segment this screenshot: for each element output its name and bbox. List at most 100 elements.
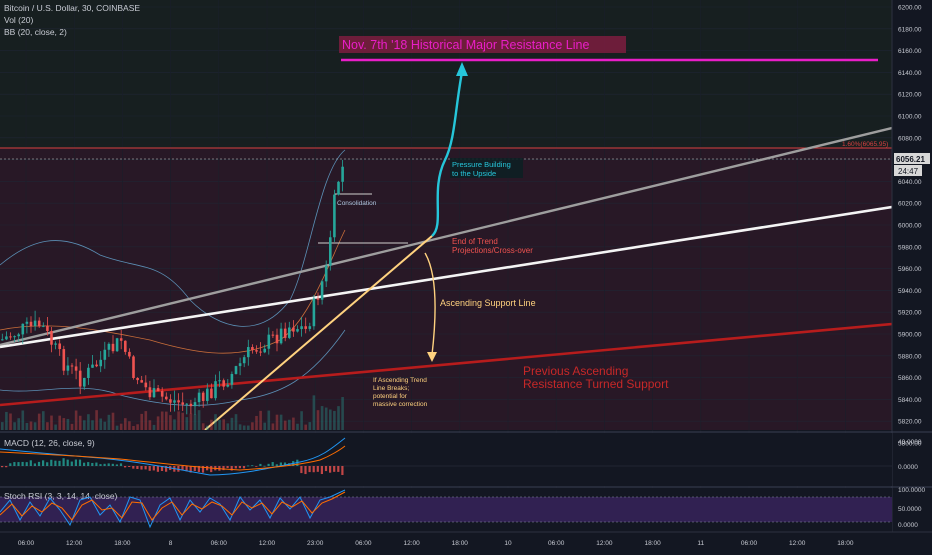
candle-body xyxy=(74,366,78,371)
macd-bar xyxy=(234,466,237,469)
pressure-label-2: to the Upside xyxy=(452,169,496,178)
headline-bg xyxy=(339,36,626,53)
price-tick: 6040.00 xyxy=(898,179,922,186)
macd-signal xyxy=(0,445,346,471)
candle-body xyxy=(242,357,246,364)
macd-bar xyxy=(91,462,94,466)
macd-bar xyxy=(25,462,28,466)
macd-bar xyxy=(70,461,73,466)
volume-bar xyxy=(37,413,41,430)
volume-bar xyxy=(283,420,287,430)
volume-bar xyxy=(251,422,254,430)
macd-bar xyxy=(42,460,45,466)
time-label: 11 xyxy=(697,540,704,547)
macd-bar xyxy=(1,466,4,468)
macd-bar xyxy=(156,466,159,472)
price-tick: 6000.00 xyxy=(898,223,922,230)
candle-body xyxy=(267,334,271,349)
macd-bar xyxy=(54,460,57,466)
volume-bar xyxy=(136,424,139,430)
volume-bar xyxy=(210,419,213,430)
volume-bar xyxy=(242,425,246,430)
macd-bar xyxy=(201,466,205,473)
macd-bar xyxy=(181,466,184,471)
macd-bar xyxy=(300,466,303,474)
if-breaks-label-1: If Ascending Trend xyxy=(373,377,427,384)
macd-bar xyxy=(308,466,311,473)
macd-bar xyxy=(193,466,196,471)
macd-bar xyxy=(144,466,147,470)
macd-bar xyxy=(177,466,180,472)
volume-bar xyxy=(25,422,29,430)
volume-bar xyxy=(21,410,25,430)
bollinger-lower xyxy=(0,329,346,406)
macd-bar xyxy=(259,463,262,466)
price-axis[interactable] xyxy=(892,0,932,532)
candle-body xyxy=(83,377,86,387)
candle-body xyxy=(165,396,168,400)
time-label: 12:00 xyxy=(259,540,276,547)
volume-bar xyxy=(87,414,90,430)
volume-bar xyxy=(304,424,307,430)
candle-body xyxy=(316,298,320,300)
price-tick: 5960.00 xyxy=(898,266,922,273)
stoch-k xyxy=(0,489,346,529)
candle-body xyxy=(312,298,316,327)
candle-body xyxy=(173,400,176,403)
candle-body xyxy=(91,364,94,368)
candle-body xyxy=(58,343,61,350)
price-tick: 5900.00 xyxy=(898,332,922,339)
volume-bar xyxy=(99,418,102,430)
macd-bar xyxy=(46,462,49,466)
macd-bar xyxy=(99,464,102,466)
candle-body xyxy=(275,334,279,344)
macd-bar xyxy=(58,460,61,466)
volume-bar xyxy=(197,410,201,430)
candle-body xyxy=(333,194,336,238)
candle-body xyxy=(234,366,238,374)
macd-bar xyxy=(9,463,12,466)
white-trend-line xyxy=(0,205,892,349)
time-label: 12:00 xyxy=(596,540,613,547)
candle-body xyxy=(66,365,70,371)
candle-body xyxy=(46,325,49,331)
volume-bar xyxy=(115,425,119,430)
candle-body xyxy=(42,325,45,327)
time-axis[interactable] xyxy=(0,533,932,550)
macd-bar xyxy=(115,464,118,466)
candle-body xyxy=(185,403,189,405)
candle-body xyxy=(136,377,139,381)
candle-body xyxy=(37,320,41,327)
macd-bar xyxy=(312,466,315,473)
headline-text: Nov. 7th '18 Historical Major Resistance… xyxy=(342,38,589,52)
candle-body xyxy=(296,329,299,332)
macd-bar xyxy=(316,466,319,472)
candle-body xyxy=(99,359,102,367)
candle-body xyxy=(124,340,127,352)
volume-bar xyxy=(308,422,312,430)
volume-bar xyxy=(46,422,49,430)
fib-label: 1.60%(6065.95) xyxy=(842,141,888,148)
macd-bar xyxy=(247,465,250,467)
macd-bar xyxy=(242,466,246,469)
pressure-arrow-head xyxy=(456,62,468,76)
candle-body xyxy=(17,334,20,337)
macd-bar xyxy=(238,466,241,469)
volume-bar xyxy=(329,409,332,430)
candle-body xyxy=(226,384,230,387)
macd-bar xyxy=(29,460,32,466)
time-label: 12:00 xyxy=(66,540,83,547)
macd-bar xyxy=(279,462,282,466)
macd-label: MACD (12, 26, close, 9) xyxy=(4,438,95,448)
candle-body xyxy=(177,400,180,403)
volume-bar xyxy=(58,415,61,430)
price-tick: 6080.00 xyxy=(898,135,922,142)
time-label: 18:00 xyxy=(452,540,469,547)
candle-body xyxy=(152,388,156,398)
volume-bar xyxy=(177,411,180,430)
volume-bar xyxy=(5,411,8,430)
volume-bar xyxy=(267,410,271,430)
bb-indicator-label: BB (20, close, 2) xyxy=(4,27,67,37)
